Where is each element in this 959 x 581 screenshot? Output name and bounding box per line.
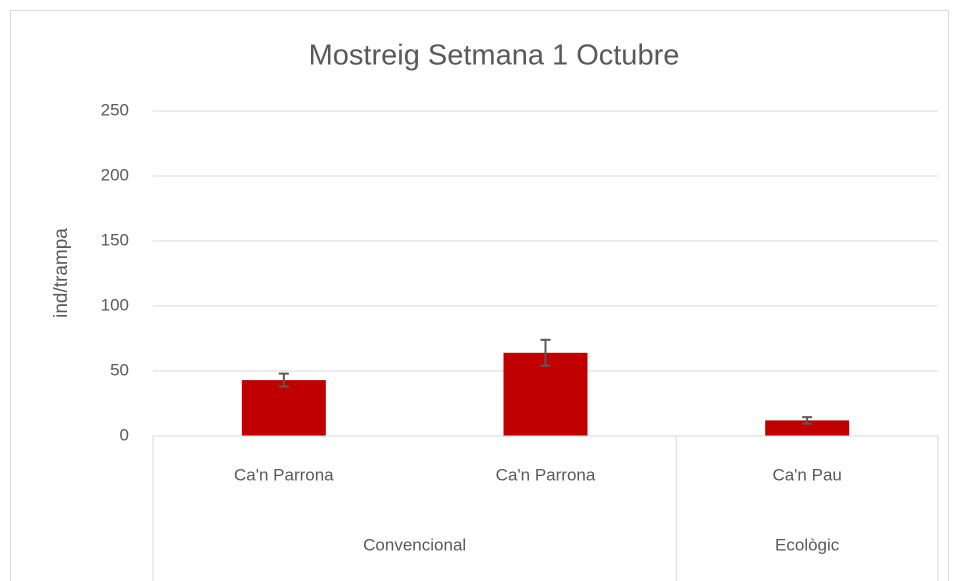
y-tick-label: 100 [101,295,129,314]
bar [241,380,326,436]
x-tick-label: Ca'n Parrona [496,465,596,484]
chart-border [10,10,949,581]
y-tick-label: 150 [101,230,129,249]
error-bar [802,416,813,425]
error-bar [278,372,289,388]
y-tick-label: 250 [101,100,129,119]
y-axis-title: ind/trampa [51,228,72,318]
y-tick-label: 50 [110,360,129,379]
x-tick-label: Ca'n Parrona [234,465,334,484]
x-tick-label: Ca'n Pau [772,465,841,484]
chart-title: Mostreig Setmana 1 Octubre [309,40,680,72]
error-bar [540,338,551,367]
y-tick-label: 0 [120,425,129,444]
bar [765,420,850,436]
group-label: Convencional [363,535,466,554]
group-label: Ecològic [775,535,840,554]
y-tick-label: 200 [101,165,129,184]
